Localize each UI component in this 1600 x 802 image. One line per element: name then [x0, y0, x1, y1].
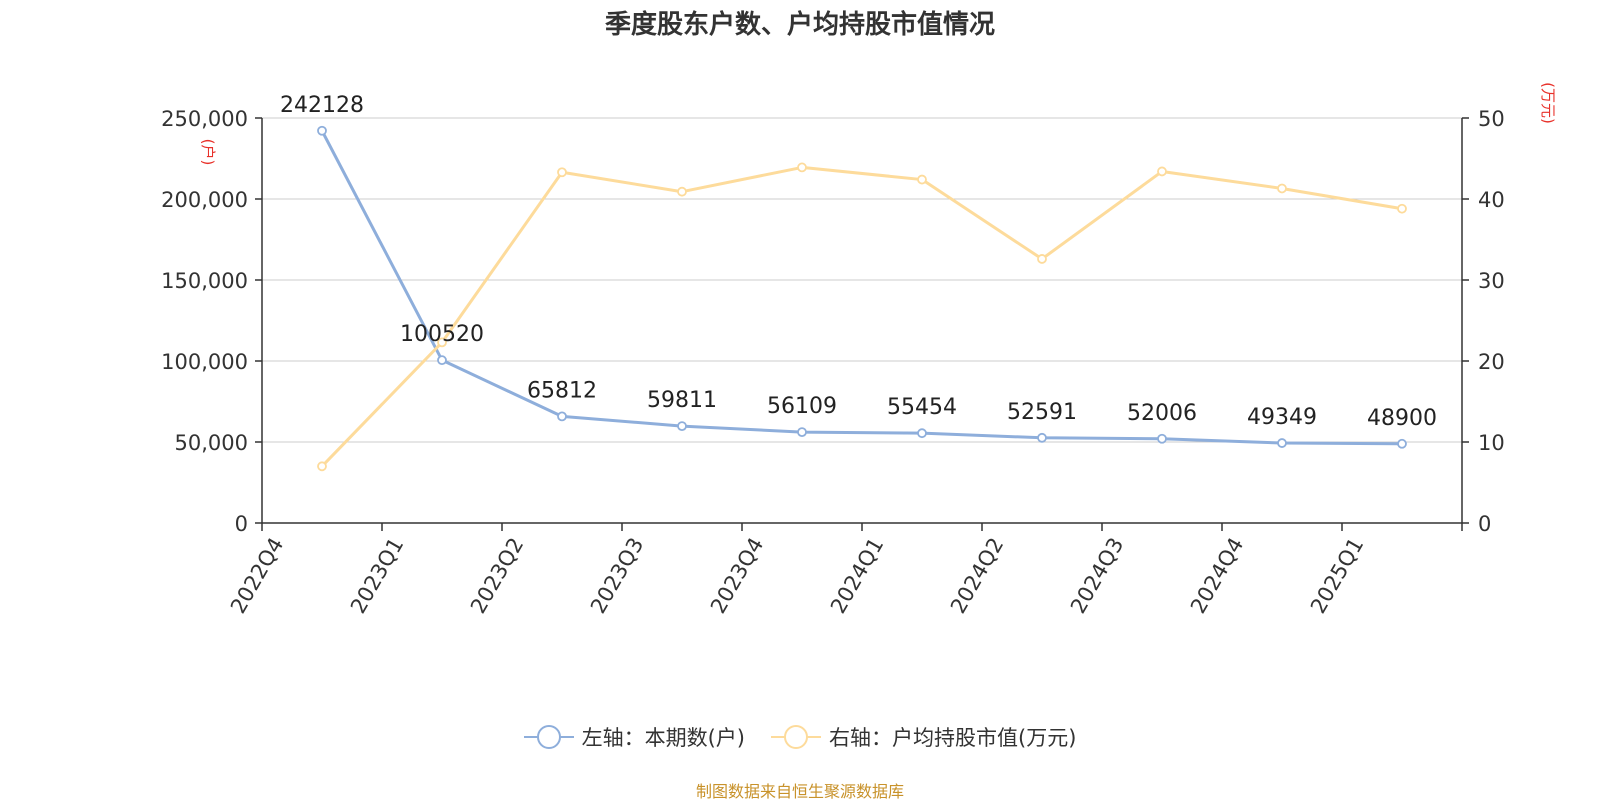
right-axis-tick-label: 20 [1478, 350, 1505, 374]
left-axis-tick-label: 100,000 [161, 350, 248, 374]
left-series-point [1157, 433, 1167, 444]
right-series-line [320, 165, 1403, 468]
left-series-point [677, 421, 687, 432]
right-axis-tick-label: 10 [1478, 431, 1505, 455]
left-axis-unit-label: (户) [199, 139, 217, 166]
x-axis-tick-label: 2023Q1 [346, 534, 408, 618]
legend-label-right: 右轴：户均持股市值(万元) [829, 726, 1077, 750]
data-label: 49349 [1247, 405, 1317, 430]
x-axis-tick-label: 2024Q4 [1186, 534, 1248, 618]
right-axis-unit-label: (万元) [1539, 82, 1557, 124]
right-series-point [797, 162, 807, 173]
right-series-point [1037, 254, 1047, 264]
x-axis-tick-label: 2022Q4 [226, 534, 288, 618]
left-series-line [320, 130, 1403, 446]
left-series-point [437, 355, 447, 366]
data-label: 55454 [887, 395, 957, 420]
x-axis-tick-label: 2025Q1 [1306, 534, 1368, 618]
legend-label-left: 左轴：本期数(户) [581, 726, 745, 750]
left-series-point [317, 125, 327, 136]
x-axis-tick-label: 2024Q3 [1066, 534, 1128, 618]
data-label: 52006 [1127, 401, 1197, 426]
left-axis-tick-label: 250,000 [161, 107, 248, 131]
left-axis-tick-label: 150,000 [161, 269, 248, 293]
source-note: 制图数据来自恒生聚源数据库 [695, 782, 904, 801]
data-label: 56109 [767, 394, 837, 419]
x-axis-tick-label: 2024Q2 [946, 534, 1008, 618]
x-axis-tick-label: 2023Q4 [706, 534, 768, 618]
x-axis-tick-label: 2023Q2 [466, 534, 528, 618]
right-series-point [1157, 166, 1167, 177]
axes: 0 50,000 100,000 150,000 200,000 250,000 0 10 20… [161, 82, 1557, 618]
left-series-point [797, 427, 807, 438]
series-lines [317, 125, 1407, 472]
right-series-point [677, 186, 687, 197]
right-axis-tick-label: 30 [1478, 269, 1505, 293]
data-labels: 242128 100520 65812 59811 56109 55454 52591 520… [280, 93, 1437, 431]
right-series-point [1397, 203, 1407, 214]
legend-item-right-series[interactable]: 右轴：户均持股市值(万元) [771, 722, 1076, 752]
left-series-point [917, 428, 927, 439]
right-axis-tick-label: 0 [1478, 512, 1491, 536]
right-series-point [1277, 183, 1287, 194]
data-label: 100520 [400, 322, 484, 347]
data-label: 59811 [647, 388, 717, 413]
right-axis-tick-label: 40 [1478, 188, 1505, 212]
legend-swatch-right [771, 724, 821, 750]
left-axis-tick-label: 200,000 [161, 188, 248, 212]
left-series-point [1277, 438, 1287, 448]
left-axis-tick-label: 0 [235, 512, 248, 536]
right-series-point [437, 337, 447, 348]
left-series-point [1037, 432, 1047, 443]
left-series-point [1397, 438, 1407, 449]
legend: 左轴：本期数(户) 右轴：户均持股市值(万元) [0, 722, 1600, 752]
data-label: 242128 [280, 93, 364, 118]
data-label: 52591 [1007, 400, 1077, 425]
legend-item-left-series[interactable]: 左轴：本期数(户) [523, 722, 745, 752]
right-series-point [917, 174, 927, 185]
legend-swatch-left [523, 724, 574, 750]
right-series-point [317, 461, 327, 472]
x-axis-tick-label: 2024Q1 [826, 534, 888, 618]
grid-lines [262, 117, 1462, 443]
left-axis-tick-label: 50,000 [175, 431, 248, 455]
right-axis-tick-label: 50 [1478, 107, 1505, 131]
data-label: 65812 [527, 378, 597, 403]
left-series-point [557, 411, 567, 422]
right-series-point [557, 167, 567, 178]
data-label: 48900 [1367, 406, 1437, 431]
chart-title: 季度股东户数、户均持股市值情况 [604, 10, 995, 40]
x-axis-tick-label: 2023Q3 [586, 534, 648, 618]
